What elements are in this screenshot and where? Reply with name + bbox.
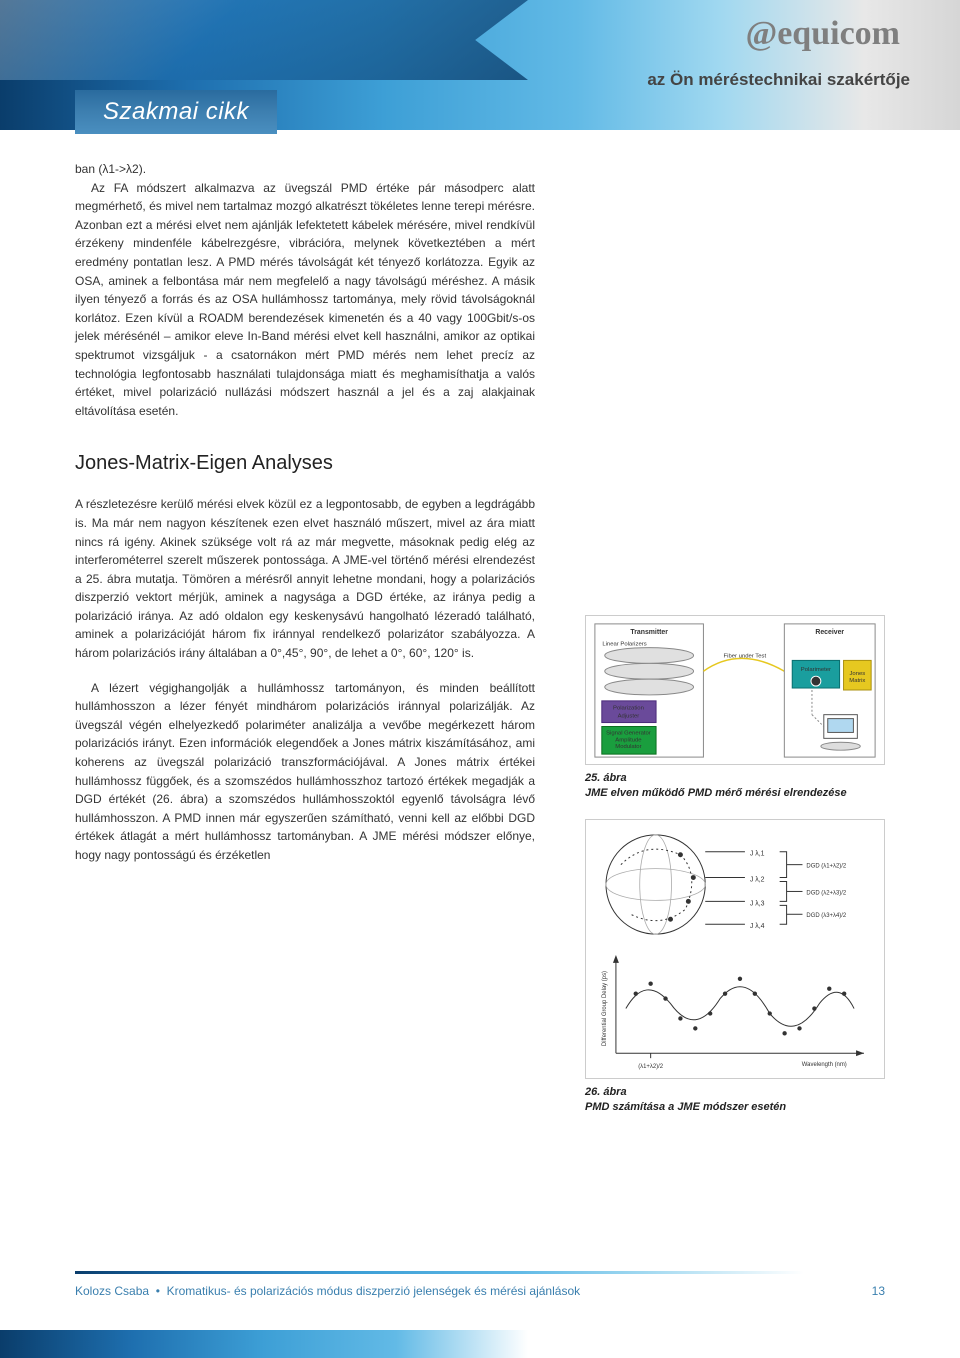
article-category-tab: Szakmai cikk xyxy=(75,90,277,134)
footer-author: Kolozs Csaba xyxy=(75,1284,149,1298)
bottom-decoration-band xyxy=(0,1330,528,1358)
fig26-xtick: (λ1+λ2)/2 xyxy=(638,1064,663,1070)
figure-25-caption: 25. ábra JME elven működő PMD mérő mérés… xyxy=(585,771,885,801)
section2-paragraph-1: A részletezésre kerülő mérési elvek közü… xyxy=(75,495,535,662)
footer-text-line: Kolozs Csaba • Kromatikus- és polarizáci… xyxy=(75,1284,885,1298)
body-fragment-prev-page: ban (λ1->λ2). xyxy=(75,160,535,179)
header-wave-decoration xyxy=(0,0,528,80)
fig25-label-fiber: Fiber under Test xyxy=(724,653,767,659)
page-content: ban (λ1->λ2). Az FA módszert alkalmazva … xyxy=(0,130,960,1132)
fig26-label-dgd1: DGD (λ1+λ2)/2 xyxy=(806,863,846,869)
fig26-xlabel: Wavelength (nm) xyxy=(802,1062,847,1068)
svg-text:Amplitude: Amplitude xyxy=(615,737,642,743)
fig26-label-j2: J λ,2 xyxy=(750,876,765,883)
figure-column: Transmitter Linear Polarizers Polarizati… xyxy=(585,615,885,1132)
figure-25-caption-text: JME elven működő PMD mérő mérési elrende… xyxy=(585,787,847,799)
figure-26: J λ,1 J λ,2 J λ,3 J λ,4 DGD (λ1+λ2)/2 DG… xyxy=(585,819,885,1115)
page-number: 13 xyxy=(872,1284,885,1298)
figure-25: Transmitter Linear Polarizers Polarizati… xyxy=(585,615,885,801)
fig25-label-receiver: Receiver xyxy=(815,629,844,636)
section2-paragraph-2: A lézert végighangolják a hullámhossz ta… xyxy=(75,679,535,865)
figure-26-number: 26. ábra xyxy=(585,1086,627,1098)
page-footer: Kolozs Csaba • Kromatikus- és polarizáci… xyxy=(0,1271,960,1298)
footer-dot: • xyxy=(156,1284,160,1298)
svg-text:Adjuster: Adjuster xyxy=(618,714,640,720)
body-column: ban (λ1->λ2). Az FA módszert alkalmazva … xyxy=(75,160,535,881)
figure-25-number: 25. ábra xyxy=(585,772,627,784)
fig26-label-dgd3: DGD (λ3+λ4)/2 xyxy=(806,913,846,919)
page-header-band: @equicom az Ön méréstechnikai szakértője… xyxy=(0,0,960,130)
svg-text:Matrix: Matrix xyxy=(849,678,865,684)
figure-26-caption: 26. ábra PMD számítása a JME módszer ese… xyxy=(585,1085,885,1115)
fig25-label-polarimeter: Polarimeter xyxy=(801,667,831,673)
svg-text:Modulator: Modulator xyxy=(615,744,641,750)
brand-tagline: az Ön méréstechnikai szakértője xyxy=(647,70,910,90)
figure-26-caption-text: PMD számítása a JME módszer esetén xyxy=(585,1101,786,1113)
fig26-label-j3: J λ,3 xyxy=(750,900,765,907)
figure-25-image: Transmitter Linear Polarizers Polarizati… xyxy=(585,615,885,765)
fig25-label-signal-gen: Signal Generator xyxy=(606,730,651,736)
fig25-label-pol-adjuster: Polarization xyxy=(613,706,644,712)
fig25-label-transmitter: Transmitter xyxy=(630,629,668,636)
footer-title: Kromatikus- és polarizációs módus diszpe… xyxy=(167,1284,581,1298)
body-paragraph-fa-method: Az FA módszert alkalmazva az üvegszál PM… xyxy=(75,179,535,421)
fig26-label-dgd2: DGD (λ2+λ3)/2 xyxy=(806,890,846,896)
figure-26-image: J λ,1 J λ,2 J λ,3 J λ,4 DGD (λ1+λ2)/2 DG… xyxy=(585,819,885,1079)
footer-separator-bar xyxy=(75,1271,885,1274)
fig26-label-j1: J λ,1 xyxy=(750,850,765,857)
fig26-ylabel: Differential Group Delay (ps) xyxy=(602,971,608,1046)
fig25-label-linear-polarizers: Linear Polarizers xyxy=(602,642,646,648)
brand-logo: @equicom xyxy=(746,15,900,53)
fig25-label-jones: Jones xyxy=(849,671,865,677)
brand-logo-text: @equicom xyxy=(746,15,900,52)
section-heading-jme: Jones-Matrix-Eigen Analyses xyxy=(75,448,535,479)
fig26-label-j4: J λ,4 xyxy=(750,923,765,930)
